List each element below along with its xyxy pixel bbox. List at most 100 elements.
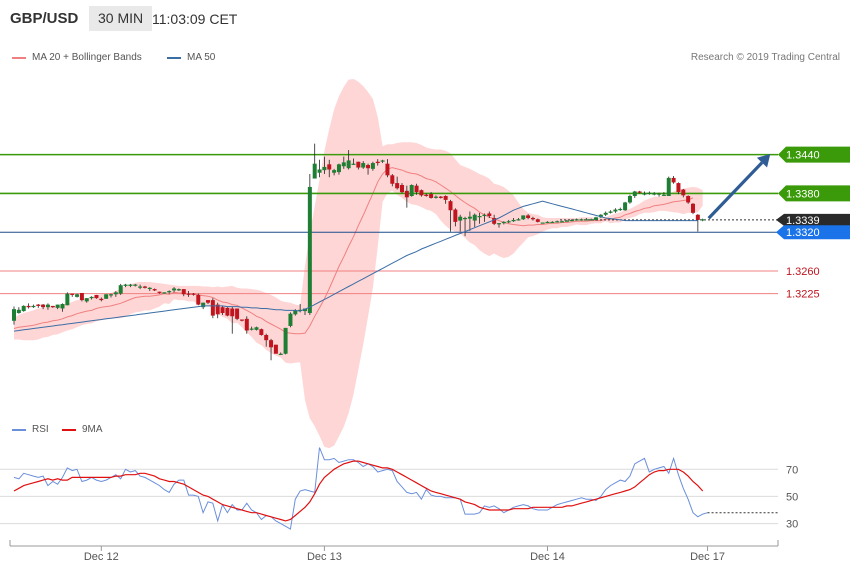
candle-down	[438, 196, 443, 198]
candle-down	[487, 213, 492, 217]
candle-down	[492, 217, 497, 224]
candle-down	[530, 217, 535, 220]
candle-up	[540, 222, 545, 224]
ma50-legend-label: MA 50	[187, 52, 216, 63]
candle-down	[691, 203, 695, 213]
forecast-arrow-head	[756, 153, 771, 168]
candle-down	[414, 185, 419, 193]
candle-down	[400, 185, 404, 193]
candle-up	[700, 219, 705, 221]
candle-up	[477, 216, 482, 218]
candle-up	[172, 288, 177, 291]
candle-up	[303, 308, 307, 312]
rsi-swatch	[12, 428, 26, 431]
candle-up	[511, 219, 516, 222]
candle-up	[109, 294, 113, 296]
candle-down	[273, 344, 278, 354]
candle-up	[45, 304, 50, 308]
level-1-3440-label: 1.3440	[786, 150, 820, 162]
candle-down	[26, 305, 31, 308]
candle-down	[385, 163, 390, 176]
candle-up	[550, 221, 555, 224]
level-1-3320-tag	[776, 225, 850, 240]
candle-up	[293, 310, 298, 315]
candle-up	[138, 286, 143, 288]
x-axis-label: Dec 13	[307, 551, 342, 563]
candle-up	[521, 215, 526, 220]
timeframe-button[interactable]: 30 MIN	[89, 6, 153, 31]
candle-down	[448, 201, 453, 211]
candle-up	[31, 305, 36, 308]
candle-down	[157, 291, 162, 293]
candle-up	[560, 221, 565, 223]
rsi-level-label: 50	[786, 491, 798, 503]
candle-up	[433, 196, 438, 198]
candle-up	[346, 160, 351, 169]
rsi-line	[13, 447, 708, 530]
candle-down	[264, 335, 269, 341]
candle-up	[608, 211, 613, 213]
candle-down	[196, 294, 201, 305]
ma50-line	[13, 200, 698, 332]
candle-up	[545, 221, 550, 224]
candle-up	[589, 219, 594, 221]
candle-up	[55, 304, 60, 308]
ma50-swatch	[167, 56, 181, 59]
candle-up	[569, 219, 574, 222]
level-1-3339-label: 1.3339	[786, 215, 820, 227]
credit-text: Research © 2019 Trading Central	[690, 52, 840, 63]
candle-down	[395, 183, 400, 189]
candle-down	[637, 191, 642, 193]
candle-up	[278, 353, 283, 355]
candle-down	[225, 307, 230, 316]
rsi-legend-label: RSI	[32, 424, 49, 435]
candle-up	[128, 284, 133, 286]
candle-down	[424, 194, 429, 197]
candle-up	[657, 193, 662, 195]
candle-down	[191, 293, 196, 295]
candle-down	[230, 308, 235, 317]
candle-down	[390, 175, 395, 184]
candle-down	[186, 293, 191, 295]
candle-down	[206, 300, 210, 303]
candle-up	[123, 284, 128, 286]
candle-up	[497, 223, 501, 225]
legend-ma9: 9MA	[62, 424, 103, 435]
candle-up	[89, 296, 94, 299]
candle-up	[472, 214, 477, 221]
symbol-label: GBP/USD	[10, 10, 79, 27]
time-label: 11:03:09 CET	[152, 11, 238, 27]
level-1-3440-tag	[778, 146, 850, 163]
level-1-3380-label: 1.3380	[786, 188, 820, 200]
legend-rsi: RSI	[12, 424, 49, 435]
candle-down	[686, 196, 691, 203]
candle-up	[463, 217, 468, 220]
candle-down	[375, 161, 380, 164]
candle-up	[501, 221, 506, 224]
rsi-level-label: 30	[786, 519, 798, 531]
rsi-level-label: 70	[786, 464, 798, 476]
candle-up	[176, 289, 181, 291]
candle-down	[142, 286, 147, 288]
candle-up	[75, 294, 80, 297]
candle-up	[351, 163, 356, 165]
candle-down	[235, 308, 240, 319]
candle-up	[603, 212, 608, 215]
candle-up	[201, 302, 206, 308]
candle-up	[65, 293, 70, 306]
candle-up	[312, 163, 317, 179]
candle-down	[210, 300, 215, 316]
candle-down	[269, 340, 274, 348]
candle-up	[21, 305, 26, 312]
candle-up	[579, 219, 584, 221]
candle-down	[453, 209, 458, 222]
candle-down	[94, 294, 99, 299]
candle-up	[458, 216, 463, 221]
level-1-3320-label: 1.3320	[786, 227, 820, 239]
candle-up	[84, 298, 89, 302]
candle-down	[526, 215, 531, 218]
candle-down	[327, 164, 332, 170]
candle-up	[283, 327, 288, 354]
chart-header: GBP/USD 30 MIN 11:03:09 CET	[0, 0, 850, 40]
